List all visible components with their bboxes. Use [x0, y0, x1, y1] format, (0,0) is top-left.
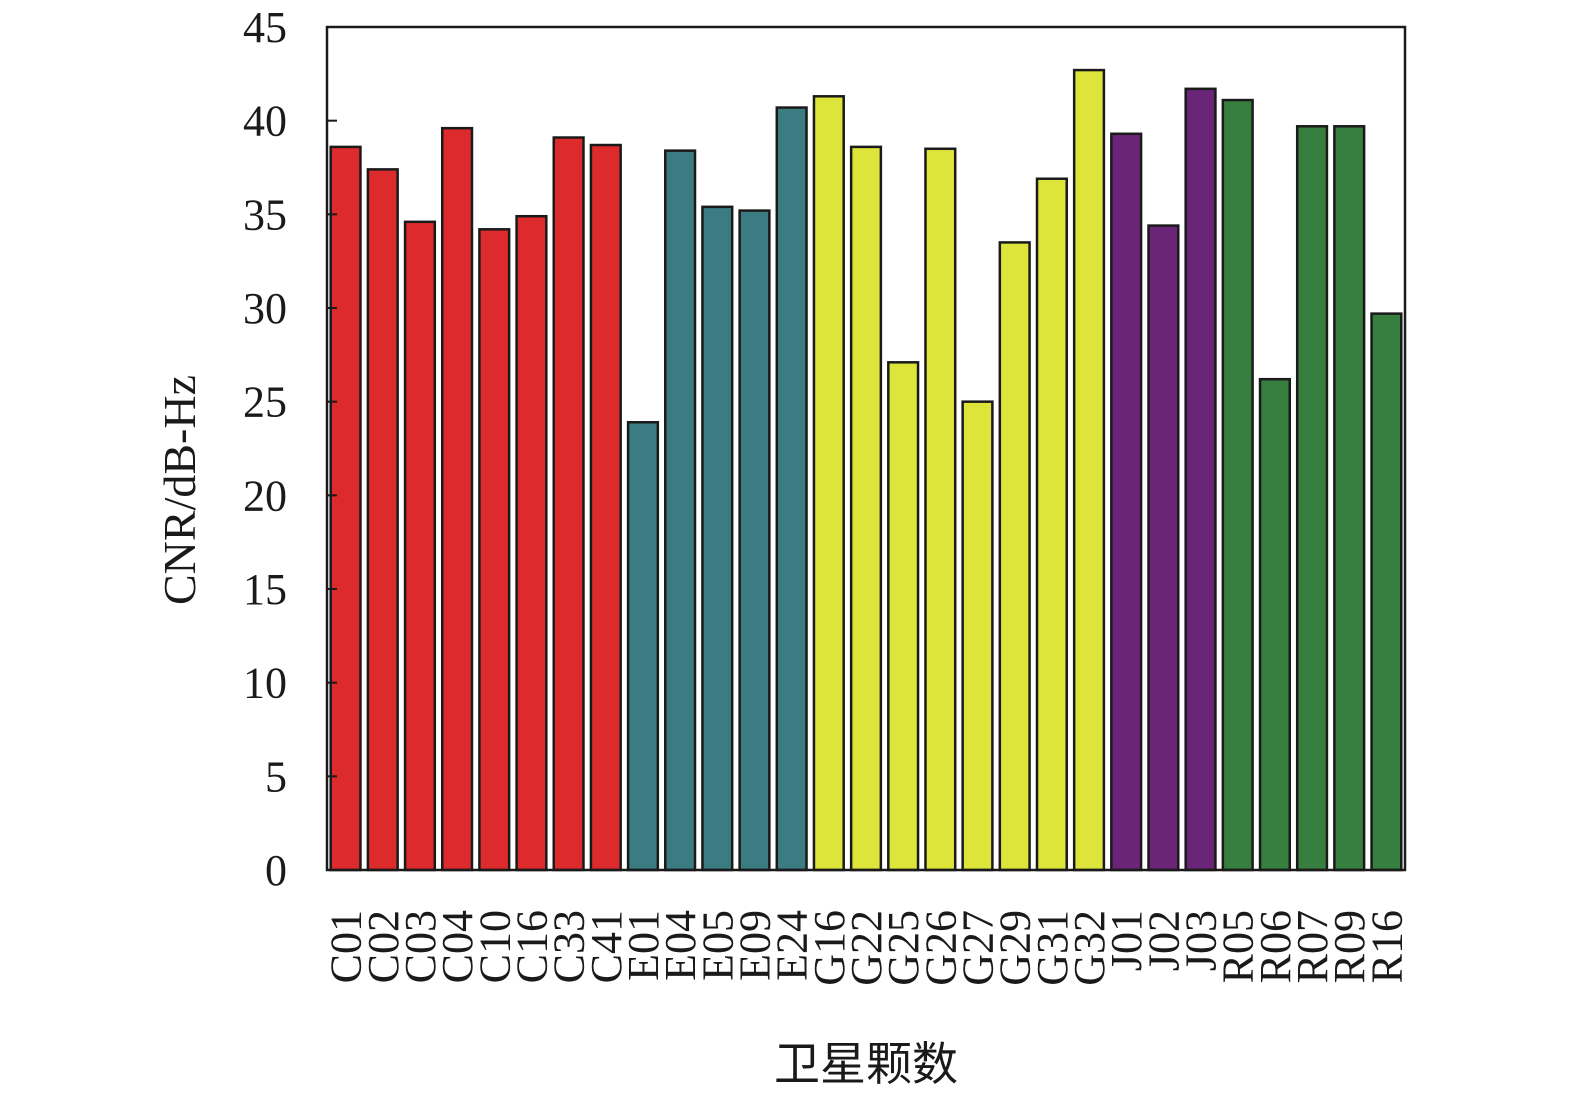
y-tick-label: 40 [243, 97, 287, 146]
x-tick-label: R07 [1288, 910, 1337, 983]
bar-r06 [1258, 377, 1292, 872]
plot-frame [325, 25, 1407, 872]
bar-r07 [1295, 125, 1329, 872]
bar-j03 [1184, 87, 1217, 872]
x-tick-label: C41 [582, 910, 631, 983]
y-tick-label: 5 [265, 752, 287, 801]
bars-group [329, 68, 1403, 872]
bar-e01 [626, 421, 660, 872]
y-tick-label: 35 [243, 190, 287, 239]
x-tick-label: G16 [805, 910, 854, 986]
x-tick-label: C02 [359, 910, 408, 983]
x-tick-label: C33 [545, 910, 594, 983]
x-tick-label: G26 [916, 910, 965, 986]
bar-r05 [1221, 98, 1254, 872]
bar-c33 [552, 136, 585, 872]
x-tick-label: G22 [842, 910, 891, 986]
x-tick-label: E04 [656, 910, 705, 981]
y-axis: 0 5 10 15 20 25 30 35 40 45 [243, 3, 337, 895]
x-tick-label: E24 [768, 910, 817, 981]
bar-r16 [1370, 312, 1403, 872]
bar-g26 [924, 147, 957, 872]
bar-g32 [1072, 68, 1106, 872]
bar-g16 [812, 95, 845, 872]
bar-r09 [1333, 125, 1366, 872]
y-tick-label: 45 [243, 3, 287, 52]
x-tick-label: E05 [693, 910, 742, 981]
x-tick-label: G29 [991, 910, 1040, 986]
bar-g27 [961, 400, 994, 872]
bar-g29 [998, 241, 1031, 872]
x-tick-label: G27 [954, 910, 1003, 986]
x-tick-label: G31 [1028, 910, 1077, 986]
bar-e24 [775, 106, 808, 872]
bar-c10 [478, 228, 511, 872]
x-tick-label: C10 [470, 910, 519, 983]
bar-c04 [440, 126, 474, 872]
y-tick-label: 10 [243, 659, 287, 708]
x-axis-title: 卫星颗数 [774, 1037, 958, 1091]
x-tick-label: E01 [619, 910, 668, 981]
x-tick-label: R09 [1325, 910, 1374, 983]
x-tick-label: J01 [1102, 910, 1151, 971]
bar-c02 [366, 168, 399, 872]
y-tick-label: 15 [243, 565, 287, 614]
bar-g31 [1035, 177, 1068, 872]
bar-e09 [738, 209, 771, 872]
bar-j01 [1110, 132, 1143, 872]
x-tick-label: C01 [322, 910, 371, 983]
bar-e05 [701, 205, 734, 872]
y-tick-label: 0 [265, 846, 287, 895]
bar-j02 [1147, 224, 1180, 872]
x-tick-label: E09 [730, 910, 779, 981]
x-tick-label: R06 [1251, 910, 1300, 983]
bar-c03 [403, 220, 437, 872]
x-tick-label: R16 [1362, 910, 1411, 983]
x-tick-label: R05 [1214, 910, 1263, 983]
x-axis: C01C02C03C04C10C16C33C41E01E04E05E09E24G… [322, 910, 1412, 986]
x-tick-label: J02 [1139, 910, 1188, 971]
bar-e04 [664, 149, 697, 872]
bar-g25 [887, 361, 920, 872]
x-tick-label: C03 [396, 910, 445, 983]
bar-c41 [589, 143, 622, 872]
bar-g22 [849, 145, 883, 872]
x-tick-label: G32 [1065, 910, 1114, 986]
x-tick-label: J03 [1177, 910, 1226, 971]
x-tick-label: C16 [507, 910, 556, 983]
x-tick-label: C04 [433, 910, 482, 983]
y-tick-label: 20 [243, 471, 287, 520]
x-tick-label: G25 [879, 910, 928, 986]
bar-c16 [515, 214, 548, 872]
y-axis-title: CNR/dB-Hz [154, 375, 205, 605]
y-tick-label: 25 [243, 378, 287, 427]
y-tick-label: 30 [243, 284, 287, 333]
bar-c01 [329, 145, 362, 872]
